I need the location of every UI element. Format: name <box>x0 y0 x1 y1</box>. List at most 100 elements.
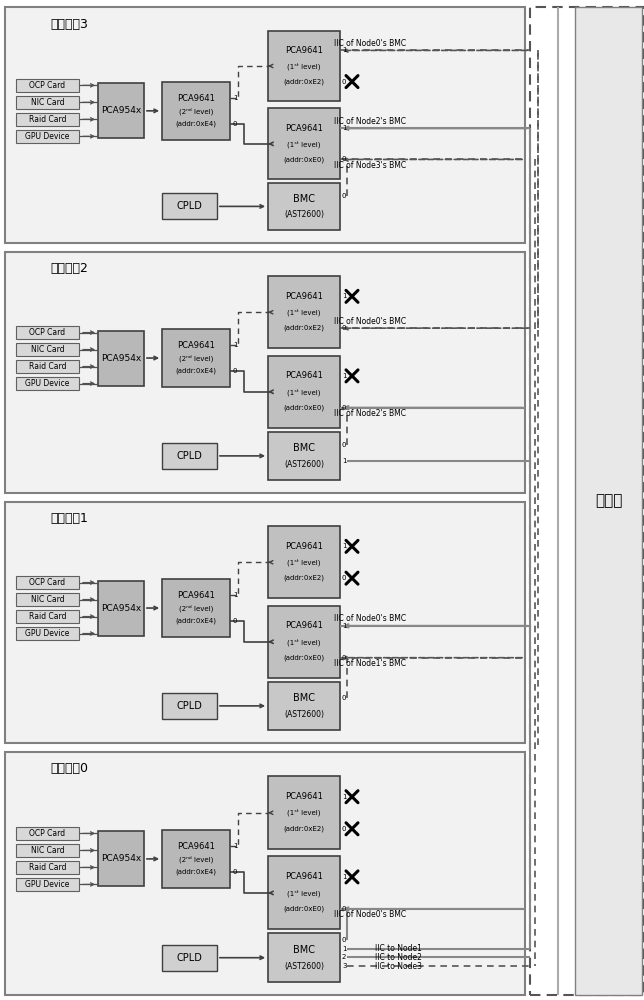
Bar <box>16 79 79 92</box>
Bar <box>16 576 79 589</box>
Text: PCA9641: PCA9641 <box>177 94 215 103</box>
Bar <box>268 526 340 598</box>
Text: (addr:0xE2): (addr:0xE2) <box>283 826 325 832</box>
Text: OCP Card: OCP Card <box>30 829 66 838</box>
Text: BMC: BMC <box>293 443 315 453</box>
Text: 0: 0 <box>342 937 346 943</box>
Text: CPLD: CPLD <box>176 201 202 211</box>
Text: 1: 1 <box>342 125 346 131</box>
Bar <box>268 31 340 101</box>
Text: PCA954x: PCA954x <box>101 854 141 863</box>
Text: (2ⁿᵈ level): (2ⁿᵈ level) <box>179 604 213 612</box>
Bar <box>268 606 340 678</box>
Text: 0: 0 <box>342 193 346 199</box>
Text: OCP Card: OCP Card <box>30 328 66 337</box>
Text: 计算节点1: 计算节点1 <box>50 512 88 526</box>
Bar <box>268 356 340 428</box>
Text: 1: 1 <box>233 95 238 101</box>
Text: 0: 0 <box>342 325 346 331</box>
Text: (addr:0xE2): (addr:0xE2) <box>283 78 325 85</box>
Bar <box>16 130 79 143</box>
Text: OCP Card: OCP Card <box>30 578 66 587</box>
Text: 0: 0 <box>342 906 346 912</box>
Bar <box>162 830 230 888</box>
Text: (AST2600): (AST2600) <box>284 710 324 719</box>
Bar <box>16 844 79 857</box>
Bar <box>16 827 79 840</box>
Text: GPU Device: GPU Device <box>25 379 70 388</box>
Text: 0: 0 <box>342 655 346 661</box>
Bar <box>16 377 79 390</box>
Bar <box>16 610 79 623</box>
Text: IIC of Node0's BMC: IIC of Node0's BMC <box>334 614 406 623</box>
Text: Raid Card: Raid Card <box>29 863 66 872</box>
Text: IIC to Node2: IIC to Node2 <box>375 953 422 962</box>
Bar <box>5 7 525 243</box>
Text: (addr:0xE0): (addr:0xE0) <box>283 654 325 661</box>
Bar <box>16 627 79 640</box>
Text: (addr:0xE4): (addr:0xE4) <box>176 868 216 875</box>
Text: 中背板: 中背板 <box>595 493 622 508</box>
Text: 0: 0 <box>233 121 238 127</box>
Text: 0: 0 <box>233 869 238 875</box>
Text: 0: 0 <box>233 618 238 624</box>
Bar <box>162 82 230 140</box>
Text: (AST2600): (AST2600) <box>284 460 324 469</box>
Text: 1: 1 <box>233 843 238 849</box>
Text: (addr:0xE2): (addr:0xE2) <box>283 575 325 581</box>
Text: (1ˢᵗ level): (1ˢᵗ level) <box>287 558 321 566</box>
Bar <box>162 693 217 719</box>
Text: 1: 1 <box>233 592 238 598</box>
Text: CPLD: CPLD <box>176 701 202 711</box>
Text: 1: 1 <box>342 543 346 549</box>
Text: IIC of Node2's BMC: IIC of Node2's BMC <box>334 117 406 126</box>
Bar <box>5 752 525 995</box>
Text: (1ˢᵗ level): (1ˢᵗ level) <box>287 889 321 897</box>
Text: OCP Card: OCP Card <box>30 81 66 90</box>
Text: 0: 0 <box>342 79 346 85</box>
Text: Raid Card: Raid Card <box>29 115 66 124</box>
Bar <box>16 360 79 373</box>
Text: IIC of Node0's BMC: IIC of Node0's BMC <box>334 39 406 48</box>
Text: (addr:0xE2): (addr:0xE2) <box>283 325 325 331</box>
Text: IIC of Node3's BMC: IIC of Node3's BMC <box>334 161 406 170</box>
Text: (1ˢᵗ level): (1ˢᵗ level) <box>287 140 321 148</box>
Text: 0: 0 <box>233 368 238 374</box>
Bar <box>98 831 144 886</box>
Text: PCA9641: PCA9641 <box>285 872 323 881</box>
Text: (2ⁿᵈ level): (2ⁿᵈ level) <box>179 107 213 115</box>
Bar <box>268 776 340 849</box>
Text: 1: 1 <box>342 874 346 880</box>
Text: (1ˢᵗ level): (1ˢᵗ level) <box>287 638 321 646</box>
Bar <box>268 856 340 929</box>
Text: (addr:0xE4): (addr:0xE4) <box>176 368 216 374</box>
Text: 0: 0 <box>342 405 346 411</box>
Bar <box>268 108 340 179</box>
Text: PCA954x: PCA954x <box>101 354 141 363</box>
Text: (AST2600): (AST2600) <box>284 962 324 971</box>
Text: PCA9641: PCA9641 <box>177 341 215 350</box>
Text: (addr:0xE0): (addr:0xE0) <box>283 906 325 912</box>
Bar <box>162 579 230 637</box>
Text: (1ˢᵗ level): (1ˢᵗ level) <box>287 62 321 70</box>
Text: 0: 0 <box>342 695 346 701</box>
Text: CPLD: CPLD <box>176 953 202 963</box>
Bar <box>162 945 217 971</box>
Text: BMC: BMC <box>293 693 315 703</box>
Text: (addr:0xE0): (addr:0xE0) <box>283 156 325 163</box>
Text: 1: 1 <box>342 373 346 379</box>
Text: 1: 1 <box>342 623 346 629</box>
Text: (AST2600): (AST2600) <box>284 210 324 219</box>
Text: 0: 0 <box>342 442 346 448</box>
Text: IIC of Node0's BMC: IIC of Node0's BMC <box>334 317 406 326</box>
Text: 2: 2 <box>342 954 346 960</box>
Text: PCA9641: PCA9641 <box>177 842 215 851</box>
Bar <box>162 193 217 219</box>
Text: (1ˢᵗ level): (1ˢᵗ level) <box>287 809 321 816</box>
Text: 3: 3 <box>342 963 346 969</box>
Text: Raid Card: Raid Card <box>29 612 66 621</box>
Text: PCA9641: PCA9641 <box>285 792 323 801</box>
Text: 1: 1 <box>233 342 238 348</box>
Text: IIC of Node1's BMC: IIC of Node1's BMC <box>334 659 406 668</box>
Bar <box>98 83 144 138</box>
